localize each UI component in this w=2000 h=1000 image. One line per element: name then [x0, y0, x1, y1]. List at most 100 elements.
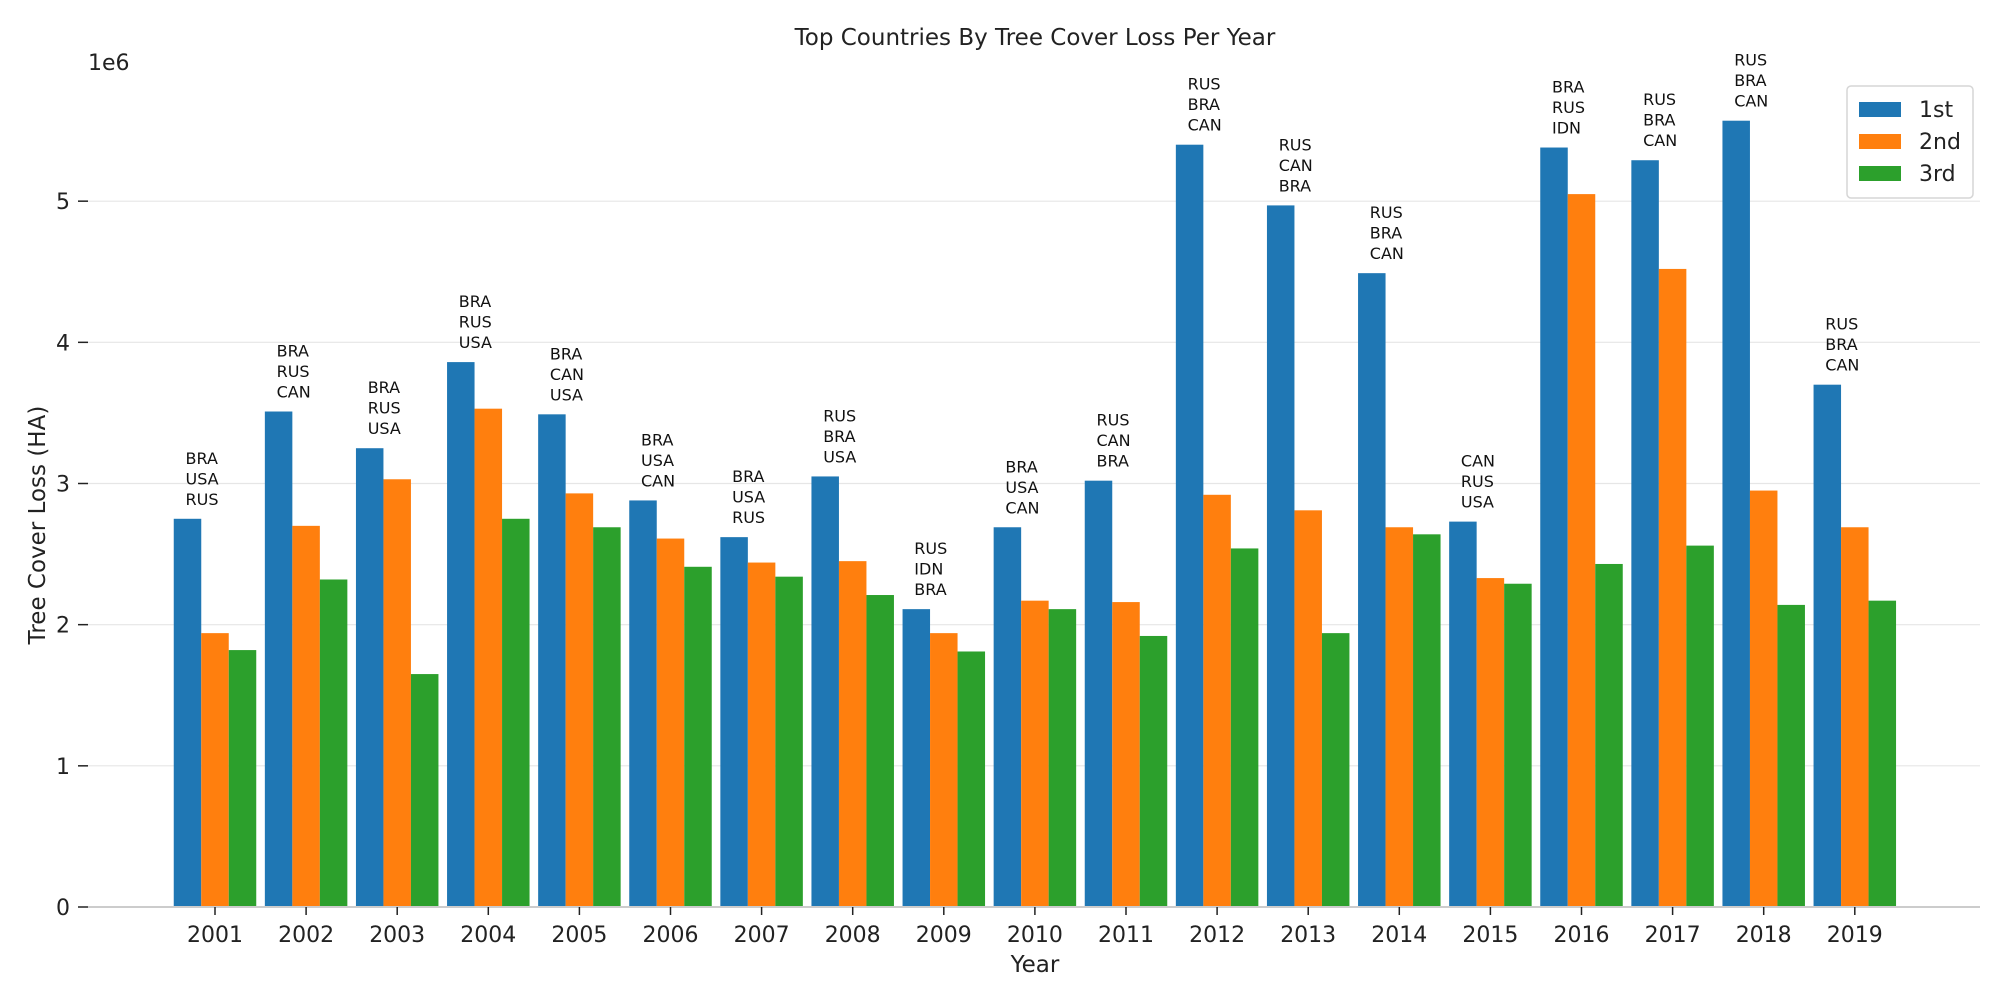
x-tick-label: 2015: [1462, 923, 1518, 948]
bar-2nd-2016: [1567, 194, 1596, 907]
country-annotation: BRA: [914, 580, 946, 599]
bar-1st-2005: [538, 414, 566, 907]
bar-2nd-2001: [201, 633, 229, 907]
country-annotation: RUS: [1370, 203, 1403, 222]
legend-label-2nd: 2nd: [1919, 130, 1961, 155]
x-tick-label: 2001: [187, 923, 243, 948]
country-annotation: CAN: [1370, 244, 1404, 263]
x-tick-label: 2010: [1007, 923, 1063, 948]
bar-2nd-2004: [474, 408, 503, 907]
bar-1st-2006: [629, 500, 657, 907]
country-annotation: RUS: [823, 406, 856, 425]
bar-1st-2004: [447, 362, 475, 907]
country-annotation: BRA: [823, 427, 855, 446]
y-tick-label: 1: [56, 755, 70, 780]
country-annotation: RUS: [1097, 411, 1130, 430]
bar-3rd-2017: [1686, 545, 1714, 907]
country-annotation: CAN: [1825, 356, 1859, 375]
bar-2nd-2014: [1385, 527, 1414, 907]
bar-3rd-2015: [1504, 583, 1532, 907]
country-annotation: BRA: [459, 292, 491, 311]
bar-2nd-2008: [838, 561, 867, 907]
country-annotation: RUS: [732, 508, 765, 527]
bar-1st-2018: [1722, 120, 1750, 908]
bar-3rd-2010: [1048, 609, 1077, 907]
x-tick-label: 2019: [1827, 923, 1883, 948]
country-annotation: BRA: [1370, 224, 1402, 243]
bar-3rd-2007: [775, 576, 803, 907]
country-annotation: CAN: [1005, 498, 1039, 517]
legend-swatch-2nd: [1859, 134, 1901, 149]
country-annotation: USA: [1005, 478, 1038, 497]
bar-1st-2011: [1084, 480, 1113, 907]
country-annotation: CAN: [1643, 131, 1677, 150]
bar-3rd-2019: [1868, 600, 1897, 907]
bar-1st-2015: [1449, 521, 1477, 907]
country-annotation: BRA: [1279, 176, 1311, 195]
country-annotation: BRA: [277, 342, 309, 361]
bar-3rd-2005: [593, 527, 621, 907]
x-tick-label: 2005: [551, 923, 607, 948]
x-tick-label: 2006: [643, 923, 699, 948]
country-annotation: BRA: [1005, 457, 1037, 476]
country-annotation: BRA: [1643, 111, 1675, 130]
bar-3rd-2003: [410, 674, 439, 907]
country-annotation: RUS: [186, 490, 219, 509]
x-tick-label: 2012: [1189, 923, 1245, 948]
bar-2nd-2012: [1203, 494, 1231, 907]
country-annotation: BRA: [550, 344, 582, 363]
legend-label-3rd: 3rd: [1919, 162, 1956, 187]
country-annotation: BRA: [368, 378, 400, 397]
bar-2nd-2010: [1021, 600, 1049, 907]
country-annotation: BRA: [1188, 95, 1220, 114]
bar-1st-2016: [1540, 147, 1568, 908]
bar-1st-2007: [720, 537, 748, 907]
bar-3rd-2002: [319, 579, 348, 907]
country-annotation: BRA: [1097, 452, 1129, 471]
bar-2nd-2006: [656, 538, 685, 907]
bar-2nd-2009: [930, 633, 958, 907]
country-annotation: USA: [823, 447, 856, 466]
bar-2nd-2013: [1294, 510, 1322, 907]
bar-2nd-2002: [292, 525, 320, 907]
country-annotation: USA: [1461, 493, 1494, 512]
legend: 1st 2nd 3rd: [1846, 85, 1974, 199]
country-annotation: CAN: [1188, 116, 1222, 135]
x-tick-label: 2018: [1736, 923, 1792, 948]
country-annotation: RUS: [1643, 90, 1676, 109]
bar-1st-2010: [993, 527, 1022, 907]
bar-1st-2002: [264, 411, 293, 907]
chart-title: Top Countries By Tree Cover Loss Per Yea…: [794, 25, 1276, 51]
bar-2nd-2005: [565, 493, 594, 907]
country-annotation: RUS: [277, 362, 310, 381]
x-tick-label: 2013: [1280, 923, 1336, 948]
bar-3rd-2018: [1777, 604, 1805, 907]
country-annotation: USA: [732, 488, 765, 507]
country-annotation: CAN: [1097, 431, 1131, 450]
country-annotation: USA: [368, 419, 401, 438]
country-annotation: CAN: [1279, 156, 1313, 175]
bar-3rd-2008: [866, 595, 894, 907]
axes: 0 1 2 3 4 5 2001 2002 2003 2004 2005 2006 2007 2008 20…: [56, 190, 1980, 948]
country-annotation: CAN: [277, 383, 311, 402]
x-tick-label: 2011: [1098, 923, 1154, 948]
bars: [173, 120, 1897, 908]
y-tick-label: 4: [56, 331, 70, 356]
bar-3rd-2011: [1139, 635, 1168, 907]
y-tick-label: 0: [56, 896, 70, 921]
bar-2nd-2003: [383, 479, 411, 907]
y-tick-label: 3: [56, 473, 70, 498]
country-annotation: RUS: [1279, 135, 1312, 154]
country-annotation: RUS: [1825, 315, 1858, 334]
y-tick-label: 2: [56, 614, 70, 639]
country-annotation: USA: [186, 469, 219, 488]
bar-1st-2003: [355, 448, 384, 907]
legend-swatch-3rd: [1859, 166, 1901, 181]
y-axis-offset-label: 1e6: [88, 51, 130, 76]
bar-2nd-2017: [1658, 268, 1687, 908]
country-annotation: IDN: [914, 560, 943, 579]
bar-1st-2008: [811, 476, 839, 907]
